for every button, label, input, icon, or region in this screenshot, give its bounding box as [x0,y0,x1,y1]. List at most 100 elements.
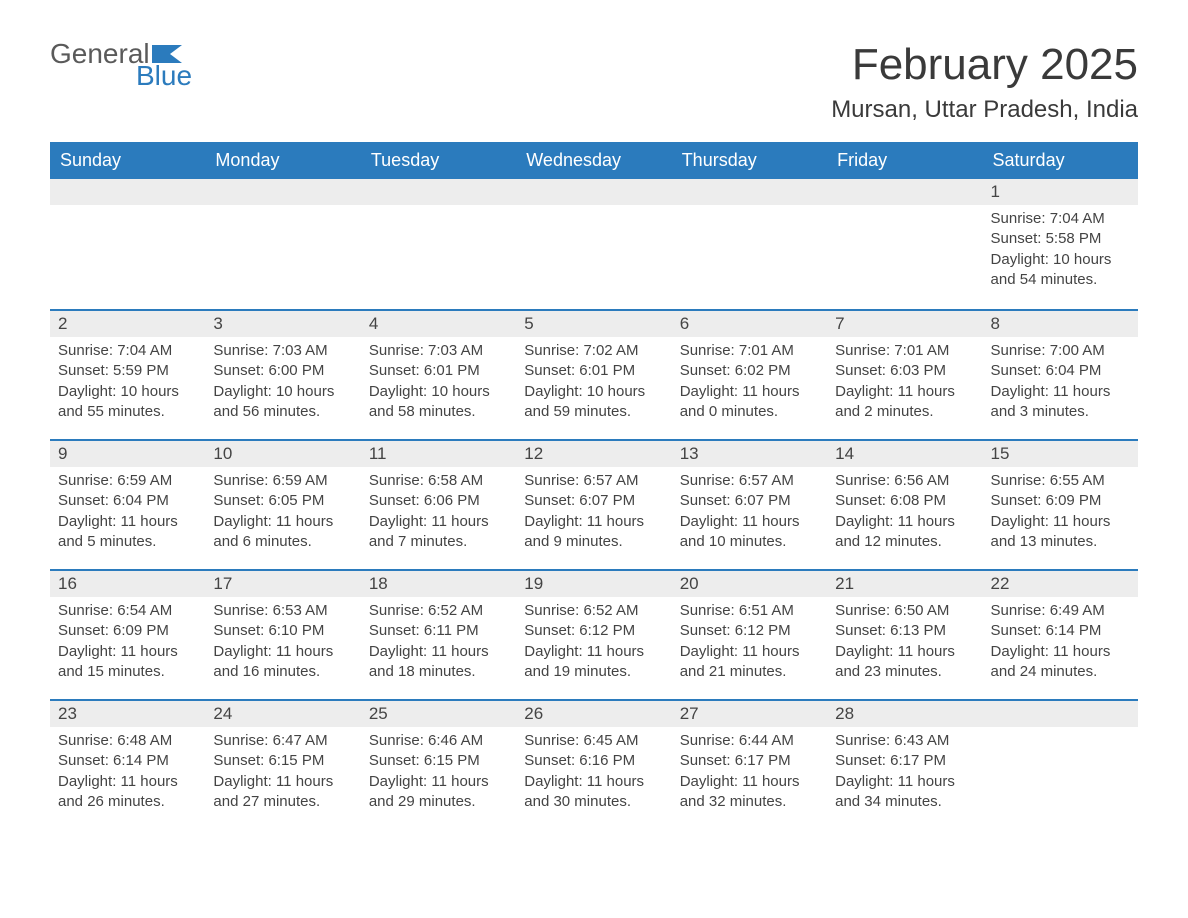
daylight-line: Daylight: 11 hours and 9 minutes. [524,512,663,553]
calendar-day-cell: 26Sunrise: 6:45 AMSunset: 6:16 PMDayligh… [516,699,671,829]
calendar-day-cell: 14Sunrise: 6:56 AMSunset: 6:08 PMDayligh… [827,439,982,569]
calendar-day-cell: 9Sunrise: 6:59 AMSunset: 6:04 PMDaylight… [50,439,205,569]
calendar-day-cell: 20Sunrise: 6:51 AMSunset: 6:12 PMDayligh… [672,569,827,699]
day-number: 14 [827,439,982,467]
sunrise-line: Sunrise: 6:59 AM [58,471,197,491]
sunrise-line: Sunrise: 6:43 AM [835,731,974,751]
sunset-line: Sunset: 6:15 PM [213,751,352,771]
calendar-day-cell: 10Sunrise: 6:59 AMSunset: 6:05 PMDayligh… [205,439,360,569]
sunset-line: Sunset: 6:17 PM [835,751,974,771]
calendar-day-cell [205,179,360,309]
day-number: 16 [50,569,205,597]
day-content: Sunrise: 7:01 AMSunset: 6:03 PMDaylight:… [827,337,982,430]
day-number: 20 [672,569,827,597]
day-number: 17 [205,569,360,597]
sunrise-line: Sunrise: 7:04 AM [58,341,197,361]
sunrise-line: Sunrise: 6:48 AM [58,731,197,751]
day-number: 3 [205,309,360,337]
daylight-line: Daylight: 11 hours and 6 minutes. [213,512,352,553]
day-number: 5 [516,309,671,337]
sunset-line: Sunset: 6:08 PM [835,491,974,511]
day-number: 6 [672,309,827,337]
day-number: 2 [50,309,205,337]
day-number: 19 [516,569,671,597]
sunrise-line: Sunrise: 6:55 AM [991,471,1130,491]
day-number: 13 [672,439,827,467]
calendar-day-cell: 3Sunrise: 7:03 AMSunset: 6:00 PMDaylight… [205,309,360,439]
calendar-day-cell: 28 Sunrise: 6:43 AMSunset: 6:17 PMDayligh… [827,699,982,829]
day-content: Sunrise: 7:04 AMSunset: 5:59 PMDaylight:… [50,337,205,430]
calendar-day-cell [50,179,205,309]
day-number: 7 [827,309,982,337]
sunrise-line: Sunrise: 6:57 AM [680,471,819,491]
calendar-day-header: Thursday [672,142,827,179]
sunrise-line: Sunrise: 7:04 AM [991,209,1130,229]
daylight-line: Daylight: 10 hours and 55 minutes. [58,382,197,423]
daylight-line: Daylight: 11 hours and 34 minutes. [835,772,974,813]
calendar-day-header: Sunday [50,142,205,179]
day-content: Sunrise: 6:52 AMSunset: 6:11 PMDaylight:… [361,597,516,690]
sunset-line: Sunset: 5:58 PM [991,229,1130,249]
day-number: 18 [361,569,516,597]
sunrise-line: Sunrise: 6:53 AM [213,601,352,621]
sunset-line: Sunset: 6:05 PM [213,491,352,511]
calendar-day-cell: 8Sunrise: 7:00 AMSunset: 6:04 PMDaylight… [983,309,1138,439]
calendar-day-header: Tuesday [361,142,516,179]
calendar-day-cell: 17Sunrise: 6:53 AMSunset: 6:10 PMDayligh… [205,569,360,699]
calendar-day-cell: 2Sunrise: 7:04 AMSunset: 5:59 PMDaylight… [50,309,205,439]
sunset-line: Sunset: 6:16 PM [524,751,663,771]
sunset-line: Sunset: 6:04 PM [58,491,197,511]
daylight-line: Daylight: 11 hours and 21 minutes. [680,642,819,683]
daylight-line: Daylight: 10 hours and 58 minutes. [369,382,508,423]
sunrise-line: Sunrise: 7:00 AM [991,341,1130,361]
calendar-day-header: Friday [827,142,982,179]
day-content: Sunrise: 6:44 AMSunset: 6:17 PMDaylight:… [672,727,827,820]
location-subtitle: Mursan, Uttar Pradesh, India [831,96,1138,124]
sunset-line: Sunset: 6:02 PM [680,361,819,381]
calendar-day-cell: 1Sunrise: 7:04 AMSunset: 5:58 PMDaylight… [983,179,1138,309]
logo-text-blue: Blue [136,62,192,90]
daylight-line: Daylight: 11 hours and 3 minutes. [991,382,1130,423]
day-number: 26 [516,699,671,727]
sunrise-line: Sunrise: 6:58 AM [369,471,508,491]
calendar-day-cell [672,179,827,309]
daylight-line: Daylight: 11 hours and 13 minutes. [991,512,1130,553]
sunrise-line: Sunrise: 7:03 AM [369,341,508,361]
calendar-day-cell [983,699,1138,829]
sunset-line: Sunset: 6:06 PM [369,491,508,511]
daylight-line: Daylight: 11 hours and 2 minutes. [835,382,974,423]
logo-text-general: General [50,40,150,68]
sunrise-line: Sunrise: 6:51 AM [680,601,819,621]
day-number [672,179,827,205]
daylight-line: Daylight: 11 hours and 16 minutes. [213,642,352,683]
calendar-day-cell: 11Sunrise: 6:58 AMSunset: 6:06 PMDayligh… [361,439,516,569]
calendar-day-cell: 6Sunrise: 7:01 AMSunset: 6:02 PMDaylight… [672,309,827,439]
sunrise-line: Sunrise: 6:54 AM [58,601,197,621]
calendar-day-cell: 27Sunrise: 6:44 AMSunset: 6:17 PMDayligh… [672,699,827,829]
calendar-day-cell [361,179,516,309]
day-number [516,179,671,205]
daylight-line: Daylight: 11 hours and 12 minutes. [835,512,974,553]
daylight-line: Daylight: 11 hours and 30 minutes. [524,772,663,813]
month-title: February 2025 [831,40,1138,90]
sunset-line: Sunset: 6:09 PM [58,621,197,641]
day-number: 28 [827,699,982,727]
sunrise-line: Sunrise: 6:44 AM [680,731,819,751]
sunrise-line: Sunrise: 6:57 AM [524,471,663,491]
sunset-line: Sunset: 6:07 PM [680,491,819,511]
day-number: 10 [205,439,360,467]
logo: General Blue [50,40,192,90]
calendar-week-row: 16 Sunrise: 6:54 AMSunset: 6:09 PM Dayligh… [50,569,1138,699]
calendar-day-header: Saturday [983,142,1138,179]
day-content: Sunrise: 6:56 AMSunset: 6:08 PMDaylight:… [827,467,982,560]
sunrise-line: Sunrise: 7:03 AM [213,341,352,361]
sunrise-line: Sunrise: 7:02 AM [524,341,663,361]
calendar-day-cell: 22Sunrise: 6:49 AMSunset: 6:14 PMDayligh… [983,569,1138,699]
day-content: Sunrise: 6:48 AMSunset: 6:14 PMDaylight:… [50,727,205,820]
sunrise-line: Sunrise: 6:49 AM [991,601,1130,621]
day-content: Sunrise: 7:04 AMSunset: 5:58 PMDaylight:… [983,205,1138,298]
day-content: Sunrise: 7:01 AMSunset: 6:02 PMDaylight:… [672,337,827,430]
day-number: 11 [361,439,516,467]
calendar-day-cell: 25Sunrise: 6:46 AMSunset: 6:15 PMDayligh… [361,699,516,829]
day-content: Sunrise: 6:47 AMSunset: 6:15 PMDaylight:… [205,727,360,820]
